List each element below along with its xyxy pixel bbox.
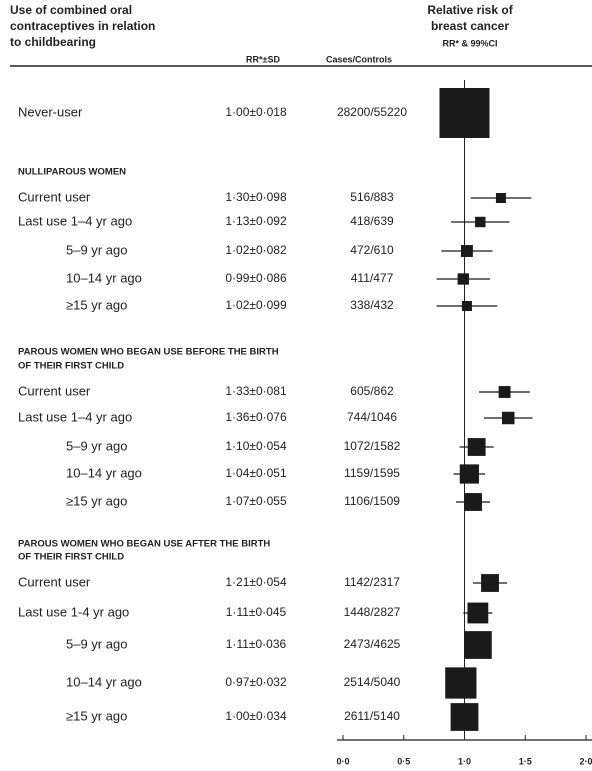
row-label: ≥15 yr ago	[66, 493, 127, 508]
rr-square	[463, 631, 492, 659]
x-tick-label: 2·0	[579, 756, 592, 766]
title-line: contraceptives in relation	[10, 19, 155, 33]
cases-controls: 418/639	[350, 214, 394, 228]
rr-sd: 1·11±0·036	[226, 637, 287, 651]
cases-controls: 516/883	[350, 190, 394, 204]
cases-controls: 1159/1595	[344, 466, 400, 480]
rr-sd: 1·02±0·099	[225, 298, 287, 312]
rr-sd: 1·10±0·054	[225, 439, 287, 453]
group-heading: OF THEIR FIRST CHILD	[18, 552, 124, 563]
row-label: Last use 1–4 yr ago	[18, 213, 132, 228]
rr-sd: 1·00±0·018	[225, 105, 287, 119]
rr-square	[460, 245, 473, 257]
row-label: 5–9 yr ago	[66, 242, 127, 257]
rr-square	[495, 193, 506, 203]
cases-controls: 1072/1582	[344, 439, 401, 453]
rr-sd: 1·30±0·098	[225, 190, 287, 204]
rr-sd: 1·04±0·051	[225, 466, 287, 480]
rr-square	[498, 386, 511, 398]
row-label: 10–14 yr ago	[66, 674, 142, 689]
x-tick-label: 1·0	[458, 756, 471, 766]
row-label: Current user	[18, 383, 91, 398]
rr-sd: 0·97±0·032	[225, 675, 287, 689]
row-label: 5–9 yr ago	[66, 636, 127, 651]
rr-sd: 1·00±0·034	[225, 709, 287, 723]
x-tick-label: 1·5	[519, 756, 532, 766]
rr-square	[501, 411, 515, 425]
row-label: 10–14 yr ago	[66, 465, 142, 480]
cases-controls: 28200/55220	[337, 105, 407, 119]
rr-sd: 1·36±0·076	[225, 410, 287, 424]
cases-controls: 472/610	[350, 243, 394, 257]
row-label: Last use 1–4 yr ago	[18, 409, 132, 424]
title-line: to childbearing	[10, 35, 96, 49]
rr-sd: 1·02±0·082	[225, 243, 287, 257]
cases-controls: 1142/2317	[344, 575, 400, 589]
rr-square	[467, 438, 486, 456]
cases-controls: 1448/2827	[344, 605, 401, 619]
row-label: 5–9 yr ago	[66, 438, 127, 453]
column-header: Cases/Controls	[326, 54, 392, 64]
rr-square	[457, 273, 469, 285]
rr-square	[481, 574, 499, 592]
group-heading: NULLIPAROUS WOMEN	[18, 167, 126, 178]
cases-controls: 2473/4625	[344, 637, 401, 651]
cases-controls: 605/862	[350, 384, 394, 398]
group-heading: PAROUS WOMEN WHO BEGAN USE AFTER THE BIR…	[18, 539, 270, 550]
x-tick-label: 0·5	[397, 756, 410, 766]
rr-sd: 1·07±0·055	[225, 494, 287, 508]
row-label: Last use 1-4 yr ago	[18, 604, 129, 619]
row-label: 10–14 yr ago	[66, 270, 142, 285]
plot-subtitle: RR* & 99%CI	[442, 38, 497, 48]
x-tick-label: 0·0	[336, 756, 349, 766]
rr-sd: 0·99±0·086	[225, 271, 287, 285]
rr-square	[439, 88, 490, 138]
rr-sd: 1·33±0·081	[225, 384, 287, 398]
row-label: Current user	[18, 574, 91, 589]
rr-sd: 1·11±0·045	[226, 605, 287, 619]
cases-controls: 338/432	[350, 298, 394, 312]
cases-controls: 2514/5040	[344, 675, 401, 689]
cases-controls: 411/477	[351, 271, 394, 285]
rr-sd: 1·21±0·054	[225, 575, 287, 589]
row-label: Current user	[18, 189, 91, 204]
cases-controls: 744/1046	[347, 410, 397, 424]
plot-title-line: breast cancer	[431, 19, 509, 33]
rr-square	[459, 464, 479, 484]
group-heading: PAROUS WOMEN WHO BEGAN USE BEFORE THE BI…	[18, 347, 279, 358]
title-line: Use of combined oral	[10, 3, 132, 17]
plot-title-line: Relative risk of	[427, 3, 513, 17]
rr-square	[445, 667, 477, 699]
rr-square	[461, 301, 472, 311]
cases-controls: 1106/1509	[344, 494, 400, 508]
group-heading: OF THEIR FIRST CHILD	[18, 361, 124, 372]
rr-sd: 1·13±0·092	[225, 214, 287, 228]
column-header: RR*±SD	[246, 54, 280, 64]
cases-controls: 2611/5140	[344, 709, 400, 723]
row-label: ≥15 yr ago	[66, 708, 127, 723]
row-label: ≥15 yr ago	[66, 297, 127, 312]
rr-square	[450, 703, 479, 731]
rr-square	[467, 602, 489, 624]
row-label: Never-user	[18, 104, 83, 119]
rr-square	[475, 216, 486, 228]
rr-square	[464, 493, 482, 511]
